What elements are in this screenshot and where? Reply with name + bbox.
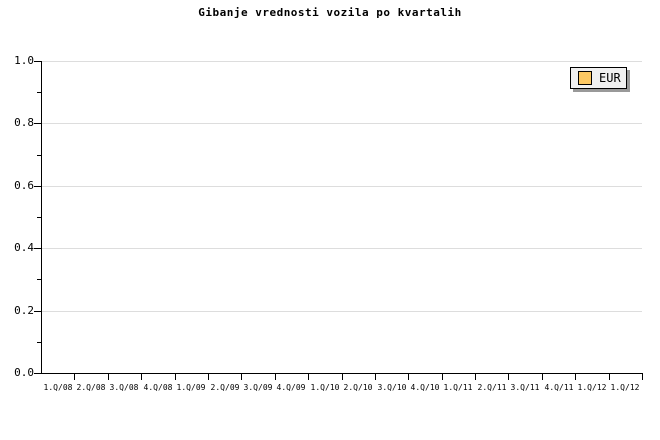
x-axis-label: 2.Q/08 [76, 383, 106, 392]
x-tick [275, 374, 276, 380]
x-tick [508, 374, 509, 380]
y-axis-label: 0.8 [14, 116, 34, 129]
x-tick [208, 374, 209, 380]
y-minor-tick [37, 279, 41, 280]
x-axis-label: 1.Q/10 [310, 383, 340, 392]
chart-title: Gibanje vrednosti vozila po kvartalih [198, 6, 462, 19]
x-tick [408, 374, 409, 380]
x-tick [108, 374, 109, 380]
x-tick [542, 374, 543, 380]
x-axis-label: 3.Q/10 [377, 383, 407, 392]
legend: EUR [570, 67, 627, 89]
x-axis-label: 4.Q/09 [276, 383, 306, 392]
y-minor-tick [37, 342, 41, 343]
eur-series-swatch [578, 71, 592, 85]
x-axis-label: 1.Q/11 [443, 383, 473, 392]
x-axis-label: 2.Q/10 [343, 383, 373, 392]
x-tick [175, 374, 176, 380]
x-tick [609, 374, 610, 380]
y-axis-label: 0.0 [14, 366, 34, 379]
y-axis-label: 0.6 [14, 179, 34, 192]
x-axis-label: 1.Q/12 [577, 383, 607, 392]
x-tick [342, 374, 343, 380]
x-axis-label: 3.Q/11 [510, 383, 540, 392]
y-major-tick [34, 61, 41, 62]
x-axis-label: 3.Q/08 [109, 383, 139, 392]
x-tick [375, 374, 376, 380]
y-minor-tick [37, 217, 41, 218]
y-gridline [42, 311, 642, 312]
y-gridline [42, 248, 642, 249]
x-axis-label: 3.Q/09 [243, 383, 273, 392]
y-major-tick [34, 123, 41, 124]
x-tick [241, 374, 242, 380]
x-axis-label: 1.Q/12 [610, 383, 640, 392]
x-axis-label: 1.Q/09 [176, 383, 206, 392]
x-axis-label: 1.Q/08 [43, 383, 73, 392]
y-gridline [42, 123, 642, 124]
x-axis-label: 4.Q/08 [143, 383, 173, 392]
y-major-tick [34, 373, 41, 374]
x-axis [41, 373, 643, 374]
y-axis-label: 1.0 [14, 54, 34, 67]
y-major-tick [34, 186, 41, 187]
x-tick [74, 374, 75, 380]
x-tick [442, 374, 443, 380]
y-axis-label: 0.2 [14, 304, 34, 317]
y-minor-tick [37, 92, 41, 93]
x-axis-label: 2.Q/09 [210, 383, 240, 392]
x-tick [642, 374, 643, 380]
x-tick [475, 374, 476, 380]
y-gridline [42, 186, 642, 187]
y-axis-label: 0.4 [14, 241, 34, 254]
x-tick [575, 374, 576, 380]
y-major-tick [34, 311, 41, 312]
legend-label-eur: EUR [599, 71, 621, 85]
y-major-tick [34, 248, 41, 249]
y-axis [41, 61, 42, 373]
y-gridline [42, 61, 642, 62]
x-axis-label: 2.Q/11 [477, 383, 507, 392]
x-tick [141, 374, 142, 380]
x-axis-label: 4.Q/11 [544, 383, 574, 392]
x-tick [308, 374, 309, 380]
y-minor-tick [37, 155, 41, 156]
x-axis-label: 4.Q/10 [410, 383, 440, 392]
